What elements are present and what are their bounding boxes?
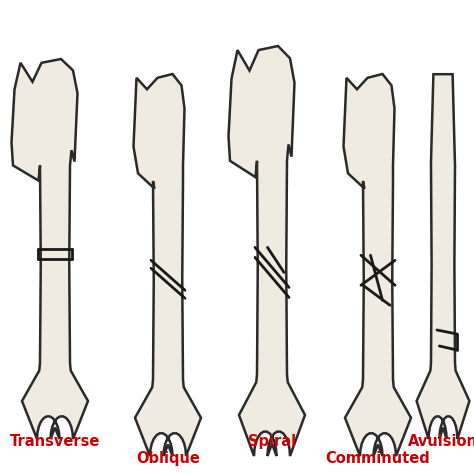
Polygon shape (11, 59, 88, 439)
Text: Comminuted: Comminuted (326, 451, 430, 466)
Polygon shape (417, 74, 469, 439)
Polygon shape (134, 74, 201, 456)
Text: Avulsion: Avulsion (408, 434, 474, 449)
Polygon shape (228, 46, 305, 456)
Text: Transverse: Transverse (10, 434, 100, 449)
Polygon shape (344, 74, 411, 456)
Text: Spiral: Spiral (248, 434, 296, 449)
Text: Oblique: Oblique (136, 451, 200, 466)
